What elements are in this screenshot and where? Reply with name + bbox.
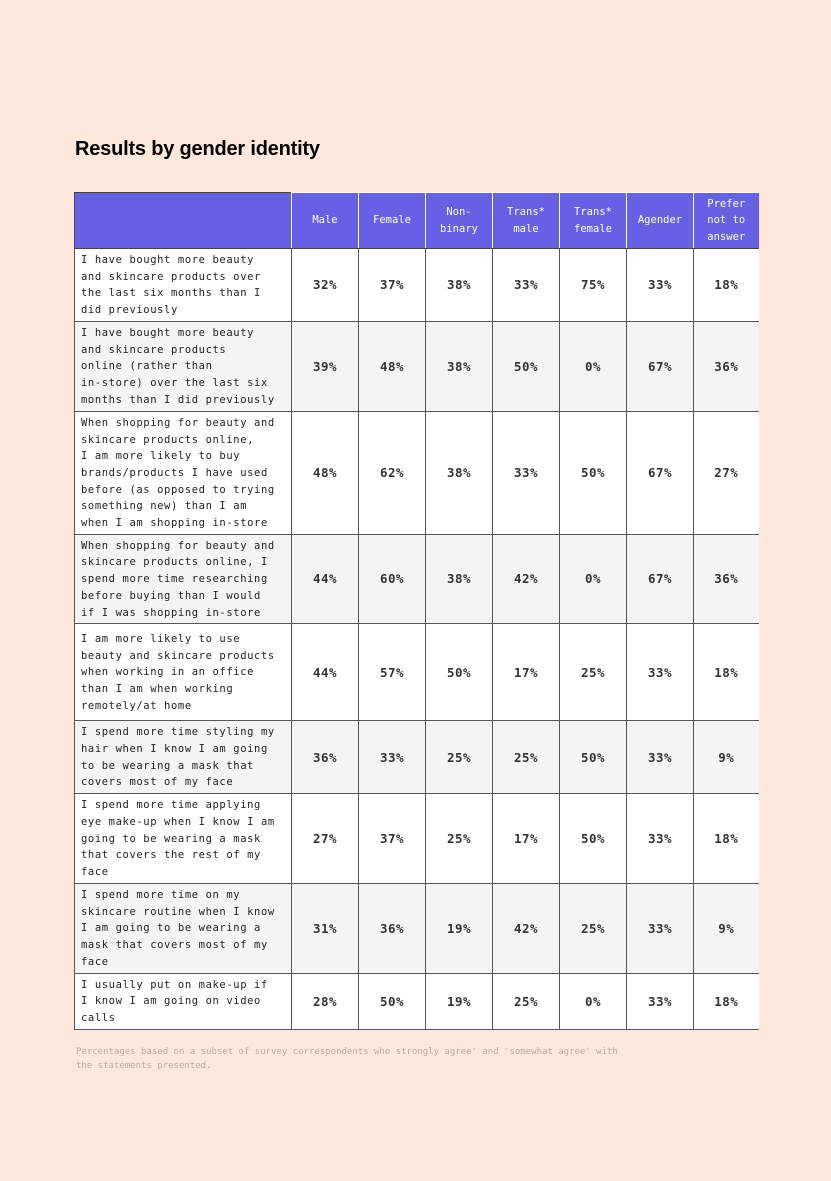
value-cell: 17% bbox=[492, 623, 560, 722]
value-cell: 33% bbox=[358, 720, 426, 795]
value-cell: 57% bbox=[358, 623, 426, 722]
value-cell: 33% bbox=[626, 248, 694, 322]
column-header bbox=[74, 192, 292, 249]
value-cell: 48% bbox=[358, 320, 426, 412]
value-cell: 17% bbox=[492, 793, 560, 885]
table-row: I have bought more beauty and skincare p… bbox=[74, 248, 759, 322]
table-row: When shopping for beauty and skincare pr… bbox=[74, 410, 759, 535]
value-cell: 32% bbox=[291, 248, 359, 322]
column-header: Agender bbox=[626, 192, 694, 249]
value-cell: 18% bbox=[693, 793, 759, 885]
value-cell: 36% bbox=[291, 720, 359, 795]
statement-cell: I usually put on make-up if I know I am … bbox=[74, 972, 292, 1030]
value-cell: 0% bbox=[559, 533, 627, 625]
value-cell: 0% bbox=[559, 320, 627, 412]
value-cell: 36% bbox=[358, 883, 426, 974]
column-header: Male bbox=[291, 192, 359, 249]
table-row: I spend more time styling my hair when I… bbox=[74, 720, 759, 795]
value-cell: 25% bbox=[425, 720, 493, 795]
value-cell: 42% bbox=[492, 883, 560, 974]
value-cell: 50% bbox=[425, 623, 493, 722]
value-cell: 48% bbox=[291, 410, 359, 535]
column-header: Female bbox=[358, 192, 426, 249]
table-row: I spend more time applying eye make-up w… bbox=[74, 793, 759, 885]
value-cell: 50% bbox=[559, 793, 627, 885]
column-header: Non- binary bbox=[425, 192, 493, 249]
table-row: When shopping for beauty and skincare pr… bbox=[74, 533, 759, 625]
value-cell: 33% bbox=[626, 793, 694, 885]
table-row: I spend more time on my skincare routine… bbox=[74, 883, 759, 974]
value-cell: 44% bbox=[291, 623, 359, 722]
table-row: I have bought more beauty and skincare p… bbox=[74, 320, 759, 412]
column-header: Trans* female bbox=[559, 192, 627, 249]
value-cell: 60% bbox=[358, 533, 426, 625]
value-cell: 9% bbox=[693, 720, 759, 795]
value-cell: 50% bbox=[492, 320, 560, 412]
statement-cell: I spend more time applying eye make-up w… bbox=[74, 793, 292, 885]
table-row: I am more likely to use beauty and skinc… bbox=[74, 623, 759, 722]
value-cell: 25% bbox=[559, 883, 627, 974]
value-cell: 67% bbox=[626, 320, 694, 412]
value-cell: 19% bbox=[425, 972, 493, 1030]
statement-cell: When shopping for beauty and skincare pr… bbox=[74, 533, 292, 625]
value-cell: 38% bbox=[425, 533, 493, 625]
value-cell: 42% bbox=[492, 533, 560, 625]
value-cell: 18% bbox=[693, 248, 759, 322]
value-cell: 33% bbox=[626, 720, 694, 795]
column-header: Prefer not to answer bbox=[693, 192, 759, 249]
value-cell: 18% bbox=[693, 972, 759, 1030]
value-cell: 25% bbox=[492, 720, 560, 795]
value-cell: 36% bbox=[693, 320, 759, 412]
value-cell: 33% bbox=[492, 410, 560, 535]
statement-cell: I have bought more beauty and skincare p… bbox=[74, 248, 292, 322]
value-cell: 27% bbox=[291, 793, 359, 885]
value-cell: 9% bbox=[693, 883, 759, 974]
value-cell: 33% bbox=[492, 248, 560, 322]
value-cell: 44% bbox=[291, 533, 359, 625]
value-cell: 25% bbox=[559, 623, 627, 722]
value-cell: 50% bbox=[559, 720, 627, 795]
statement-cell: I spend more time on my skincare routine… bbox=[74, 883, 292, 974]
statement-cell: I spend more time styling my hair when I… bbox=[74, 720, 292, 795]
value-cell: 67% bbox=[626, 533, 694, 625]
value-cell: 25% bbox=[425, 793, 493, 885]
value-cell: 37% bbox=[358, 248, 426, 322]
results-table: Male Female Non- binary Trans* male Trans* f… bbox=[74, 192, 759, 1030]
value-cell: 33% bbox=[626, 623, 694, 722]
value-cell: 36% bbox=[693, 533, 759, 625]
value-cell: 19% bbox=[425, 883, 493, 974]
value-cell: 0% bbox=[559, 972, 627, 1030]
value-cell: 33% bbox=[626, 972, 694, 1030]
column-header: Trans* male bbox=[492, 192, 560, 249]
value-cell: 18% bbox=[693, 623, 759, 722]
statement-cell: I have bought more beauty and skincare p… bbox=[74, 320, 292, 412]
value-cell: 67% bbox=[626, 410, 694, 535]
value-cell: 27% bbox=[693, 410, 759, 535]
value-cell: 31% bbox=[291, 883, 359, 974]
value-cell: 75% bbox=[559, 248, 627, 322]
value-cell: 38% bbox=[425, 410, 493, 535]
value-cell: 39% bbox=[291, 320, 359, 412]
value-cell: 50% bbox=[358, 972, 426, 1030]
footnote: Percentages based on a subset of survey … bbox=[76, 1047, 618, 1071]
value-cell: 62% bbox=[358, 410, 426, 535]
value-cell: 37% bbox=[358, 793, 426, 885]
table-row: I usually put on make-up if I know I am … bbox=[74, 972, 759, 1030]
statement-cell: I am more likely to use beauty and skinc… bbox=[74, 623, 292, 722]
header-row: Male Female Non- binary Trans* male Trans* f… bbox=[74, 192, 759, 249]
value-cell: 28% bbox=[291, 972, 359, 1030]
page-title: Results by gender identity bbox=[75, 138, 320, 160]
value-cell: 25% bbox=[492, 972, 560, 1030]
value-cell: 33% bbox=[626, 883, 694, 974]
value-cell: 50% bbox=[559, 410, 627, 535]
value-cell: 38% bbox=[425, 320, 493, 412]
statement-cell: When shopping for beauty and skincare pr… bbox=[74, 410, 292, 535]
value-cell: 38% bbox=[425, 248, 493, 322]
